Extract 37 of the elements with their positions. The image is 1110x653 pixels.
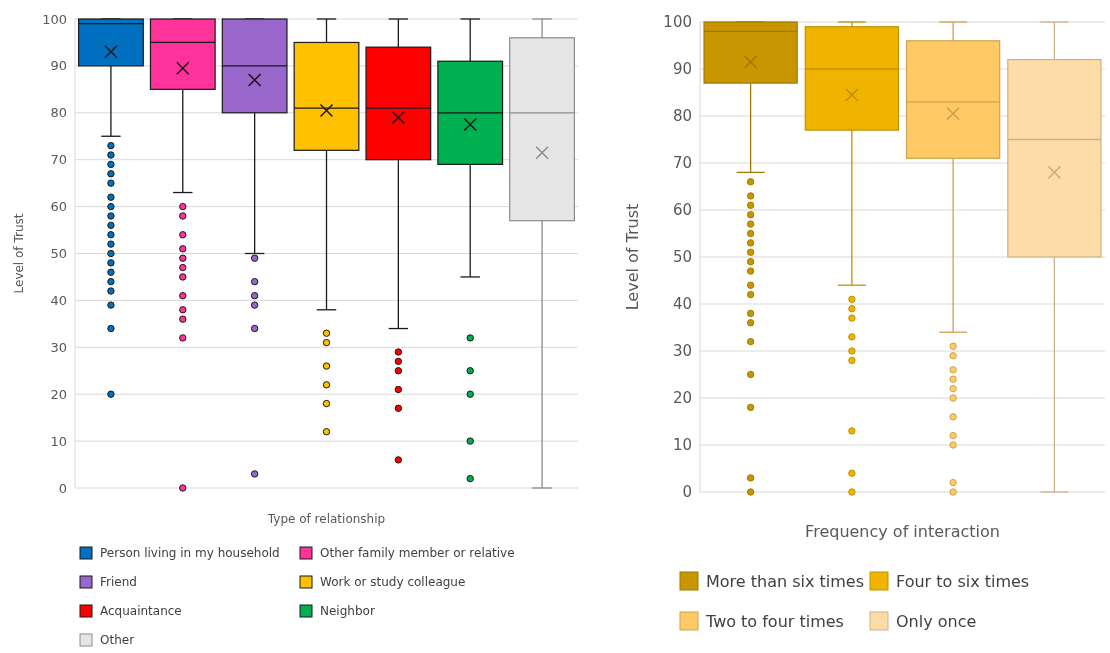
- legend-label: Neighbor: [320, 604, 375, 619]
- y-tick-label: 70: [672, 154, 692, 173]
- y-tick-label: 30: [672, 342, 692, 361]
- y-axis-title: Level of Trust: [623, 203, 642, 311]
- y-tick-label: 60: [672, 201, 692, 220]
- y-tick-label: 50: [672, 248, 692, 267]
- legend-label: Person living in my household: [100, 546, 280, 561]
- y-tick-label: 50: [50, 246, 67, 262]
- y-tick-label: 40: [672, 295, 692, 314]
- legend-label: Other family member or relative: [320, 546, 515, 561]
- y-tick-label: 20: [50, 386, 67, 402]
- y-tick-label: 80: [672, 107, 692, 126]
- y-tick-label: 20: [672, 389, 692, 408]
- y-tick-label: 40: [50, 292, 67, 308]
- legend-label: Acquaintance: [100, 604, 182, 619]
- legend-label: Four to six times: [896, 571, 1030, 591]
- y-tick-label: 70: [50, 152, 67, 168]
- y-tick-label: 90: [50, 58, 67, 74]
- legend-label: Work or study colleague: [320, 575, 466, 590]
- y-tick-label: 80: [50, 105, 67, 121]
- y-tick-label: 10: [672, 436, 692, 455]
- x-axis-title: Type of relationship: [266, 512, 386, 526]
- y-tick-label: 60: [50, 199, 67, 215]
- legend-label: Only once: [896, 611, 977, 631]
- legend-label: More than six times: [706, 571, 865, 591]
- y-tick-label: 0: [58, 480, 67, 496]
- y-tick-label: 0: [682, 483, 692, 502]
- legend-label: Friend: [100, 575, 137, 590]
- y-tick-label: 100: [42, 11, 67, 27]
- y-tick-label: 10: [50, 433, 67, 449]
- y-axis-title: Level of Trust: [12, 213, 26, 294]
- x-axis-title: Frequency of interaction: [805, 522, 1000, 541]
- y-tick-label: 90: [672, 60, 692, 79]
- legend-label: Two to four times: [705, 611, 844, 631]
- y-tick-label: 30: [50, 339, 67, 355]
- y-tick-label: 100: [663, 13, 692, 32]
- legend-label: Other: [100, 633, 135, 648]
